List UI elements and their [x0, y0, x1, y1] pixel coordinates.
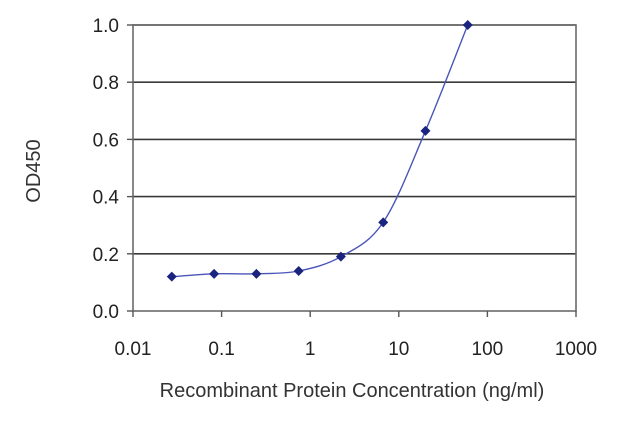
plot-area: [132, 24, 577, 312]
y-tick-label: 1.0: [93, 16, 119, 37]
x-axis-title: Recombinant Protein Concentration (ng/ml…: [160, 380, 545, 402]
data-point: [378, 217, 389, 228]
x-tick-label: 1000: [555, 339, 597, 360]
data-point: [166, 271, 177, 282]
x-tick-label: 10: [388, 339, 409, 360]
y-tick-label: 0.2: [93, 245, 119, 266]
fit-curve: [171, 24, 469, 278]
grid: [133, 24, 576, 255]
x-axis: 0.01 0.1 1 10 100 1000: [115, 311, 597, 360]
data-points: [166, 20, 473, 282]
data-point: [462, 20, 473, 30]
y-tick-label: 0.8: [93, 73, 119, 94]
y-tick-label: 0.0: [93, 302, 119, 323]
y-tick-label: 0.4: [93, 188, 120, 209]
y-tick-label: 0.6: [93, 130, 119, 151]
data-point: [251, 268, 262, 279]
data-point: [335, 251, 346, 262]
x-tick-label: 100: [472, 339, 504, 360]
y-axis: 0.0 0.2 0.4 0.6 0.8 1.0: [93, 16, 133, 323]
data-point: [420, 125, 431, 136]
x-tick-label: 0.1: [208, 339, 234, 360]
x-tick-label: 1: [305, 339, 316, 360]
x-tick-label: 0.01: [115, 339, 152, 360]
data-point: [209, 268, 220, 279]
y-axis-title: OD450: [23, 139, 45, 202]
data-point: [293, 265, 304, 276]
